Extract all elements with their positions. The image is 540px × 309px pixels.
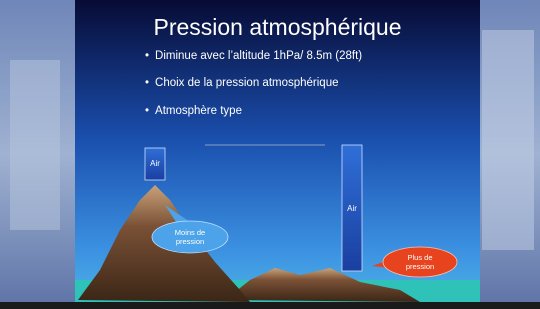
bottom-bar [0,302,540,309]
slide-title: Pression atmosphérique [75,14,480,41]
side-decoration [482,30,534,250]
bullet: Diminue avec l’altitude 1hPa/ 8.5m (28ft… [145,50,362,62]
slide-screenshot: Pression atmosphérique Diminue avec l’al… [0,0,540,309]
callout-text: Plus de pression [390,253,450,271]
air-label: Air [145,159,165,168]
slide-graphics [0,0,540,309]
callout-text: Moins de pression [160,228,220,246]
side-decoration [10,60,60,230]
bullet: Choix de la pression atmosphérique [145,77,339,89]
bullet: Atmosphère type [145,105,242,117]
air-label: Air [342,204,362,213]
